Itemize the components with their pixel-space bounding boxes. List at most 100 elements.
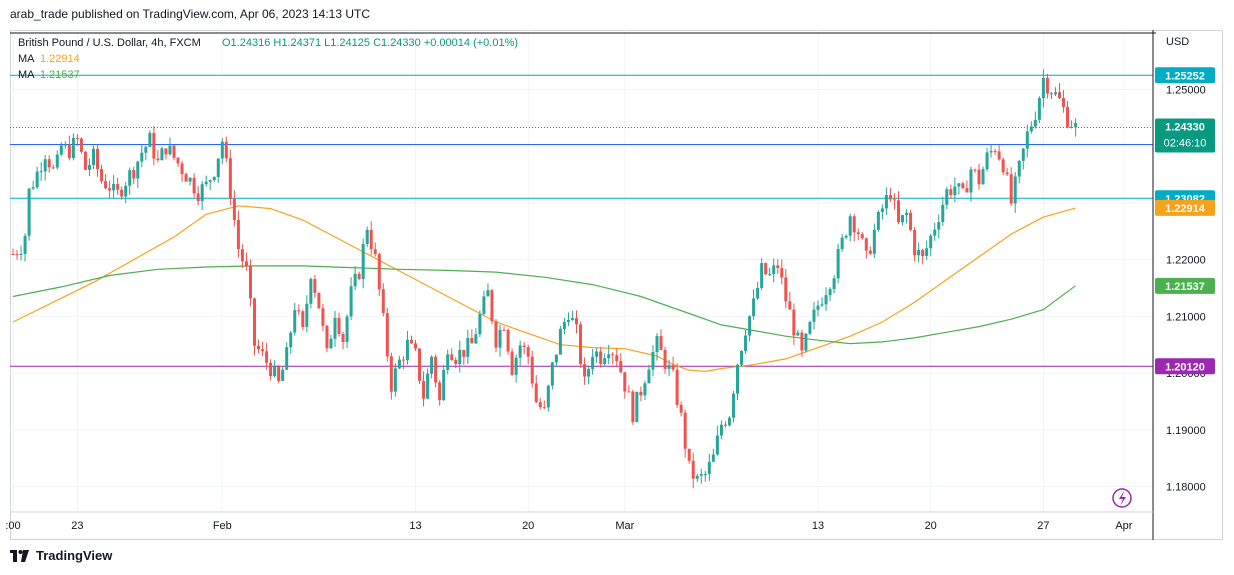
candle-body	[184, 174, 188, 182]
legend-ma1-label: MA	[18, 53, 35, 65]
candle-body	[687, 448, 691, 461]
candle-body	[337, 317, 341, 334]
x-tick-label: 20	[925, 520, 937, 532]
x-tick-label: :00	[5, 520, 20, 532]
candle-body	[434, 356, 438, 383]
tradingview-logo-icon	[10, 549, 29, 562]
candle-body	[405, 339, 409, 361]
candle-body	[196, 193, 200, 202]
candle-body	[993, 151, 997, 153]
candle-body	[63, 144, 67, 146]
candle-body	[79, 138, 83, 152]
y-tick-label: 1.25000	[1166, 85, 1206, 97]
candle-body	[856, 232, 860, 235]
candle-body	[1013, 176, 1017, 204]
candle-body	[112, 183, 116, 191]
candle-body	[884, 195, 888, 209]
candle-body	[212, 176, 216, 181]
legend-ohlc: O1.24316 H1.24371 L1.24125 C1.24330 +0.0…	[222, 37, 518, 49]
candle-body	[836, 249, 840, 279]
candle-body	[87, 164, 91, 170]
chart-frame	[10, 30, 1223, 540]
candle-body	[784, 277, 788, 302]
candle-body	[1049, 93, 1053, 95]
y-tick-label: 1.21000	[1166, 311, 1206, 323]
candle-body	[748, 316, 752, 336]
candle-body	[180, 163, 184, 175]
candle-body	[723, 424, 727, 426]
lightning-icon[interactable]	[1112, 488, 1132, 508]
candle-body	[261, 349, 265, 352]
candle-body	[820, 304, 824, 306]
candle-body	[800, 332, 804, 351]
candle-body	[562, 322, 566, 330]
candle-body	[369, 229, 373, 250]
candle-body	[446, 354, 450, 370]
currency-label: USD	[1166, 36, 1189, 48]
candle-body	[458, 349, 462, 364]
candle-body	[27, 188, 31, 236]
candle-body	[1070, 126, 1074, 128]
candle-body	[651, 351, 655, 370]
candle-body	[257, 345, 261, 350]
candle-body	[474, 334, 478, 344]
candle-body	[285, 347, 289, 370]
candle-body	[933, 229, 937, 236]
candle-body	[96, 148, 100, 170]
candle-body	[796, 332, 800, 336]
y-tick-label: 1.19000	[1166, 425, 1206, 437]
candle-body	[941, 204, 945, 223]
candle-body	[969, 169, 973, 193]
candle-body	[530, 356, 534, 384]
candle-body	[31, 187, 35, 189]
candle-body	[35, 171, 39, 188]
candle-body	[880, 208, 884, 212]
candle-body	[639, 391, 643, 396]
ma-line	[12, 265, 1076, 345]
candle-body	[647, 369, 651, 384]
candle-body	[514, 357, 518, 375]
ma-price-tag: 1.21537	[1165, 281, 1205, 293]
candle-body	[289, 332, 293, 348]
candle-body	[397, 359, 401, 369]
candle-body	[627, 391, 631, 393]
candle-body	[248, 265, 252, 299]
candle-body	[542, 407, 546, 409]
candle-body	[325, 325, 329, 349]
candle-body	[868, 250, 872, 254]
candle-body	[973, 169, 977, 171]
candle-body	[510, 351, 514, 375]
candle-body	[83, 151, 87, 170]
candle-body	[19, 254, 23, 256]
candle-body	[148, 132, 152, 147]
candle-body	[297, 310, 301, 312]
candle-body	[265, 351, 269, 363]
candle-body	[228, 158, 232, 199]
candle-body	[160, 148, 164, 161]
candle-body	[486, 290, 490, 297]
candle-body	[120, 189, 124, 197]
candle-body	[558, 329, 562, 355]
candle-body	[675, 369, 679, 405]
candle-body	[51, 167, 55, 169]
candle-body	[832, 278, 836, 290]
candle-body	[124, 185, 128, 197]
candle-body	[220, 141, 224, 159]
candle-body	[462, 349, 466, 357]
candle-body	[985, 152, 989, 170]
candle-body	[816, 305, 820, 310]
candle-body	[401, 359, 405, 361]
candle-body	[273, 366, 277, 377]
candle-body	[538, 402, 542, 408]
footer: TradingView	[10, 548, 112, 563]
candle-body	[888, 195, 892, 200]
candle-body	[804, 333, 808, 351]
candle-body	[1025, 131, 1029, 149]
candle-body	[482, 296, 486, 314]
candle-body	[132, 170, 136, 179]
candle-body	[671, 365, 675, 370]
candle-body	[393, 368, 397, 392]
candle-body	[840, 237, 844, 250]
candle-body	[768, 274, 772, 276]
